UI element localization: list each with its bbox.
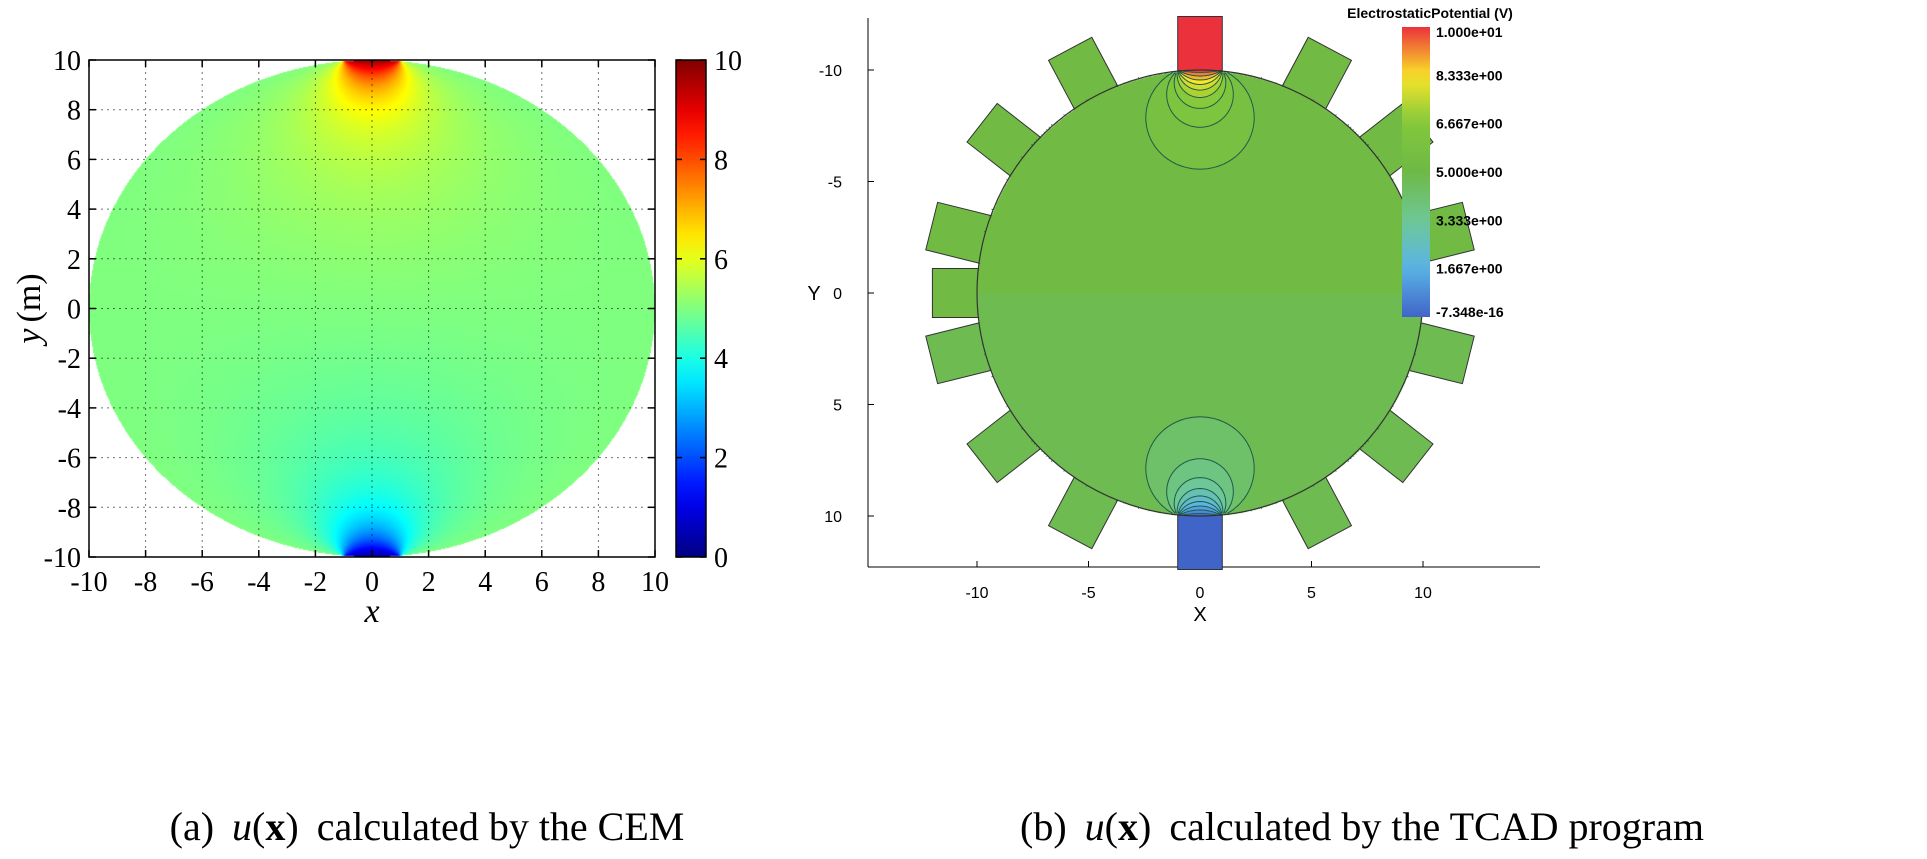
y-tick-label: -10 — [44, 543, 81, 574]
colorbar-label-b: 1.000e+01 — [1436, 24, 1503, 40]
caption-b: (b) u(x) calculated by the TCAD program — [1020, 804, 1704, 849]
contour-line — [1145, 416, 1255, 514]
y-tick-label-b: 5 — [833, 398, 842, 415]
contour-line — [1176, 72, 1224, 98]
y-axis-label: y(m) — [11, 273, 48, 346]
contour-line — [1166, 72, 1234, 128]
x-tick-label: -2 — [304, 567, 327, 598]
colorbar-title-b: ElectrostaticPotential (V) — [1347, 5, 1513, 21]
y-axis-label-b: Y — [807, 283, 820, 305]
colorbar-b — [1402, 27, 1430, 317]
potential-fill — [977, 70, 1425, 518]
y-tick-label-b: -10 — [819, 63, 842, 80]
contour-line — [1166, 458, 1234, 514]
contour-line — [1178, 505, 1222, 517]
x-tick-label: 8 — [591, 567, 605, 598]
x-axis-label-b: X — [1193, 604, 1206, 626]
colorbar-label-b: 8.333e+00 — [1436, 67, 1503, 83]
x-tick-label-b: 10 — [1414, 585, 1432, 602]
colorbar-label-b: 6.667e+00 — [1436, 116, 1503, 132]
contour-line — [1177, 495, 1223, 517]
colorbar-label-b: 5.000e+00 — [1436, 164, 1503, 180]
colorbar-tick-label: 2 — [714, 444, 728, 475]
y-tick-label: 4 — [67, 195, 81, 226]
y-tick-label: 2 — [67, 245, 81, 276]
panel-a-heatmap: -10 -8 -6 -4 -2 0 2 4 6 8 10 10 8 6 4 2 0 -2 -4 -6 -8 -10 x y(m… — [11, 46, 742, 630]
x-tick-label: 2 — [422, 567, 436, 598]
colorbar-tick-label: 10 — [714, 46, 742, 77]
y-tick-label: 8 — [67, 96, 81, 127]
colorbar-tick-label: 0 — [714, 543, 728, 574]
y-tick-label: -2 — [58, 344, 81, 375]
y-tick-label: -8 — [58, 493, 81, 524]
colorbar-a — [675, 59, 707, 558]
x-tick-label: -8 — [134, 567, 157, 598]
x-tick-label: 10 — [641, 567, 669, 598]
x-tick-label: 6 — [535, 567, 549, 598]
x-tick-label-b: 5 — [1307, 585, 1316, 602]
caption-a: (a) u(x) calculated by the CEM — [170, 804, 685, 849]
colorbar-label-b: 3.333e+00 — [1436, 212, 1503, 228]
contour-line — [1145, 72, 1255, 170]
colorbar-tick-label: 8 — [714, 145, 728, 176]
y-tick-label: -6 — [58, 444, 81, 475]
x-tick-label-b: 0 — [1196, 585, 1205, 602]
x-tick-label: 0 — [365, 567, 379, 598]
contour-line — [1173, 72, 1227, 109]
y-tick-label-b: -5 — [828, 175, 842, 192]
colorbar-tick-label: 4 — [714, 344, 728, 375]
x-tick-label: -6 — [191, 567, 214, 598]
y-tick-label: 10 — [53, 46, 81, 77]
contour-line — [1173, 477, 1227, 514]
x-tick-label-b: -10 — [965, 585, 988, 602]
x-tick-label-b: -5 — [1081, 585, 1095, 602]
contour-line — [1176, 488, 1224, 514]
colorbar-tick-label: 6 — [714, 245, 728, 276]
contour-line — [1177, 501, 1223, 517]
y-tick-label: -4 — [58, 394, 81, 425]
y-tick-label-b: 0 — [833, 286, 842, 303]
x-axis-label: x — [363, 593, 379, 630]
y-tick-label-b: 10 — [824, 509, 842, 526]
colorbar-label-b: 1.667e+00 — [1436, 261, 1503, 277]
y-tick-label: 0 — [67, 295, 81, 326]
y-tick-label: 6 — [67, 145, 81, 176]
colorbar-label-b: -7.348e-16 — [1436, 304, 1504, 320]
x-tick-label: -4 — [247, 567, 270, 598]
contour-line — [981, 74, 1419, 512]
panel-b-contour: -10 -5 0 5 10 -10 -5 0 5 10 X Y ElectrostaticPotenti… — [807, 5, 1540, 626]
contour-line — [1178, 509, 1222, 517]
x-tick-label: 4 — [478, 567, 492, 598]
x-tick-label: -10 — [70, 567, 107, 598]
